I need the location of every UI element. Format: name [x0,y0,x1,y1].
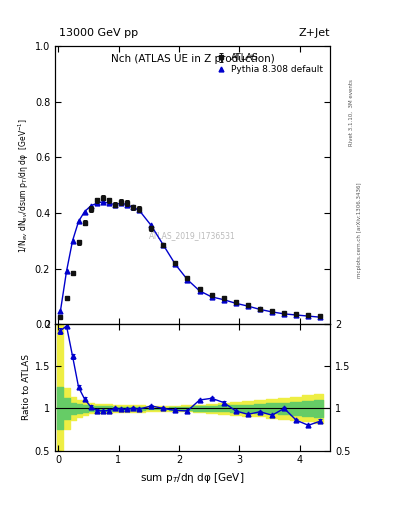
Text: 13000 GeV pp: 13000 GeV pp [59,28,138,38]
Text: Nch (ATLAS UE in Z production): Nch (ATLAS UE in Z production) [111,54,274,65]
Text: ATLAS_2019_I1736531: ATLAS_2019_I1736531 [149,231,236,240]
Text: Rivet 3.1.10,  3M events: Rivet 3.1.10, 3M events [349,79,354,146]
Legend: ATLAS, Pythia 8.308 default: ATLAS, Pythia 8.308 default [211,51,326,77]
X-axis label: sum p$_T$/dη dφ [GeV]: sum p$_T$/dη dφ [GeV] [140,471,245,485]
Y-axis label: Ratio to ATLAS: Ratio to ATLAS [22,354,31,420]
Y-axis label: 1/N$_{ev}$ dN$_{ev}$/dsum p$_T$/dη dφ  [GeV$^{-1}$]: 1/N$_{ev}$ dN$_{ev}$/dsum p$_T$/dη dφ [G… [16,118,31,252]
Text: Z+Jet: Z+Jet [299,28,330,38]
Text: mcplots.cern.ch [arXiv:1306.3436]: mcplots.cern.ch [arXiv:1306.3436] [357,183,362,278]
